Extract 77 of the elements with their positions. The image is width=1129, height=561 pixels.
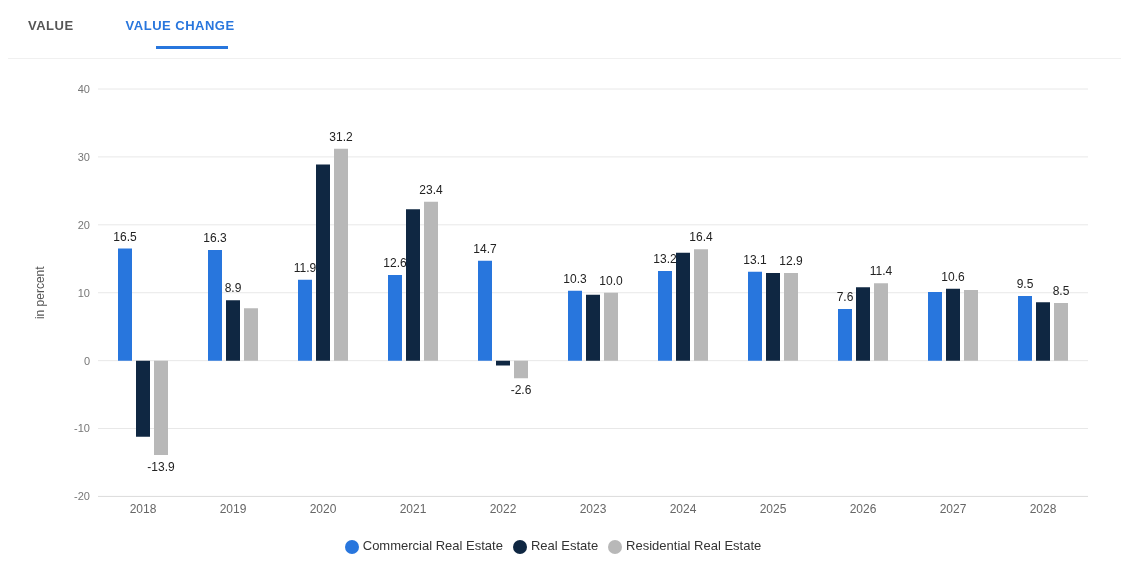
bar <box>928 292 942 361</box>
bar <box>586 294 600 361</box>
bar <box>208 249 222 361</box>
data-label: 10.3 <box>563 271 587 286</box>
y-tick-label: 30 <box>77 150 90 163</box>
data-label: 10.6 <box>941 269 965 284</box>
bar <box>1036 302 1050 361</box>
bar <box>118 248 132 361</box>
data-label: 8.5 <box>1052 283 1070 298</box>
bar <box>784 273 798 361</box>
data-label: 11.4 <box>869 264 893 279</box>
bar <box>226 300 240 361</box>
x-tick-label: 2021 <box>399 501 427 516</box>
x-tick-label: 2027 <box>939 501 967 516</box>
data-label: 10.0 <box>599 273 623 288</box>
legend-label: Commercial Real Estate <box>362 538 503 554</box>
bar <box>676 252 690 361</box>
data-label: 12.6 <box>383 256 407 271</box>
bar <box>424 201 438 361</box>
legend-label: Real Estate <box>530 538 599 554</box>
data-label: 16.5 <box>113 229 137 244</box>
data-label: -2.6 <box>510 383 532 398</box>
x-tick-label: 2020 <box>309 501 337 516</box>
bar <box>1054 302 1068 361</box>
y-tick-label: 10 <box>77 286 90 299</box>
data-label: 23.4 <box>419 182 443 197</box>
data-label: 31.2 <box>329 129 353 144</box>
bar <box>964 290 978 361</box>
y-tick-label: 0 <box>83 354 90 367</box>
bar <box>604 292 618 361</box>
data-label: -13.9 <box>147 460 175 475</box>
x-tick-label: 2025 <box>759 501 787 516</box>
x-tick-label: 2026 <box>849 501 877 516</box>
y-tick-label: 40 <box>77 82 90 95</box>
data-label: 11.9 <box>293 260 317 275</box>
data-label: 13.2 <box>653 251 677 266</box>
bar <box>568 290 582 361</box>
bar <box>514 360 528 379</box>
data-label: 12.9 <box>779 254 803 269</box>
bar <box>946 288 960 361</box>
data-label: 14.7 <box>473 241 497 256</box>
bar <box>298 279 312 361</box>
data-label: 16.4 <box>689 230 713 245</box>
x-tick-label: 2028 <box>1029 501 1057 516</box>
y-tick-label: 20 <box>77 218 90 231</box>
bar <box>694 249 708 361</box>
legend-label: Residential Real Estate <box>626 538 762 554</box>
bar <box>334 148 348 361</box>
bar <box>244 308 258 361</box>
text: VALUE CHANGE <box>125 18 235 35</box>
bar <box>748 271 762 361</box>
bar <box>478 260 492 361</box>
data-label: 8.9 <box>224 281 242 296</box>
bar <box>856 287 870 361</box>
bar <box>154 360 168 456</box>
bar <box>406 209 420 361</box>
bar <box>874 283 888 361</box>
data-label: 7.6 <box>836 290 854 305</box>
bar <box>838 309 852 361</box>
x-tick-label: 2018 <box>129 501 157 516</box>
bar <box>388 275 402 361</box>
bar <box>136 360 150 437</box>
x-tick-label: 2023 <box>579 501 607 516</box>
data-label: 9.5 <box>1016 277 1034 292</box>
x-tick-label: 2024 <box>669 501 697 516</box>
data-label: 13.1 <box>743 252 767 267</box>
bar <box>658 270 672 361</box>
x-tick-label: 2022 <box>489 501 517 516</box>
y-tick-label: -10 <box>74 422 90 435</box>
x-tick-label: 2019 <box>219 501 247 516</box>
text: VALUE <box>28 18 74 35</box>
data-label: 16.3 <box>203 230 227 245</box>
y-axis-title: in percent <box>33 265 48 320</box>
bar <box>1018 296 1032 361</box>
bar <box>316 164 330 361</box>
bar <box>766 273 780 361</box>
y-tick-label: -20 <box>74 490 90 503</box>
